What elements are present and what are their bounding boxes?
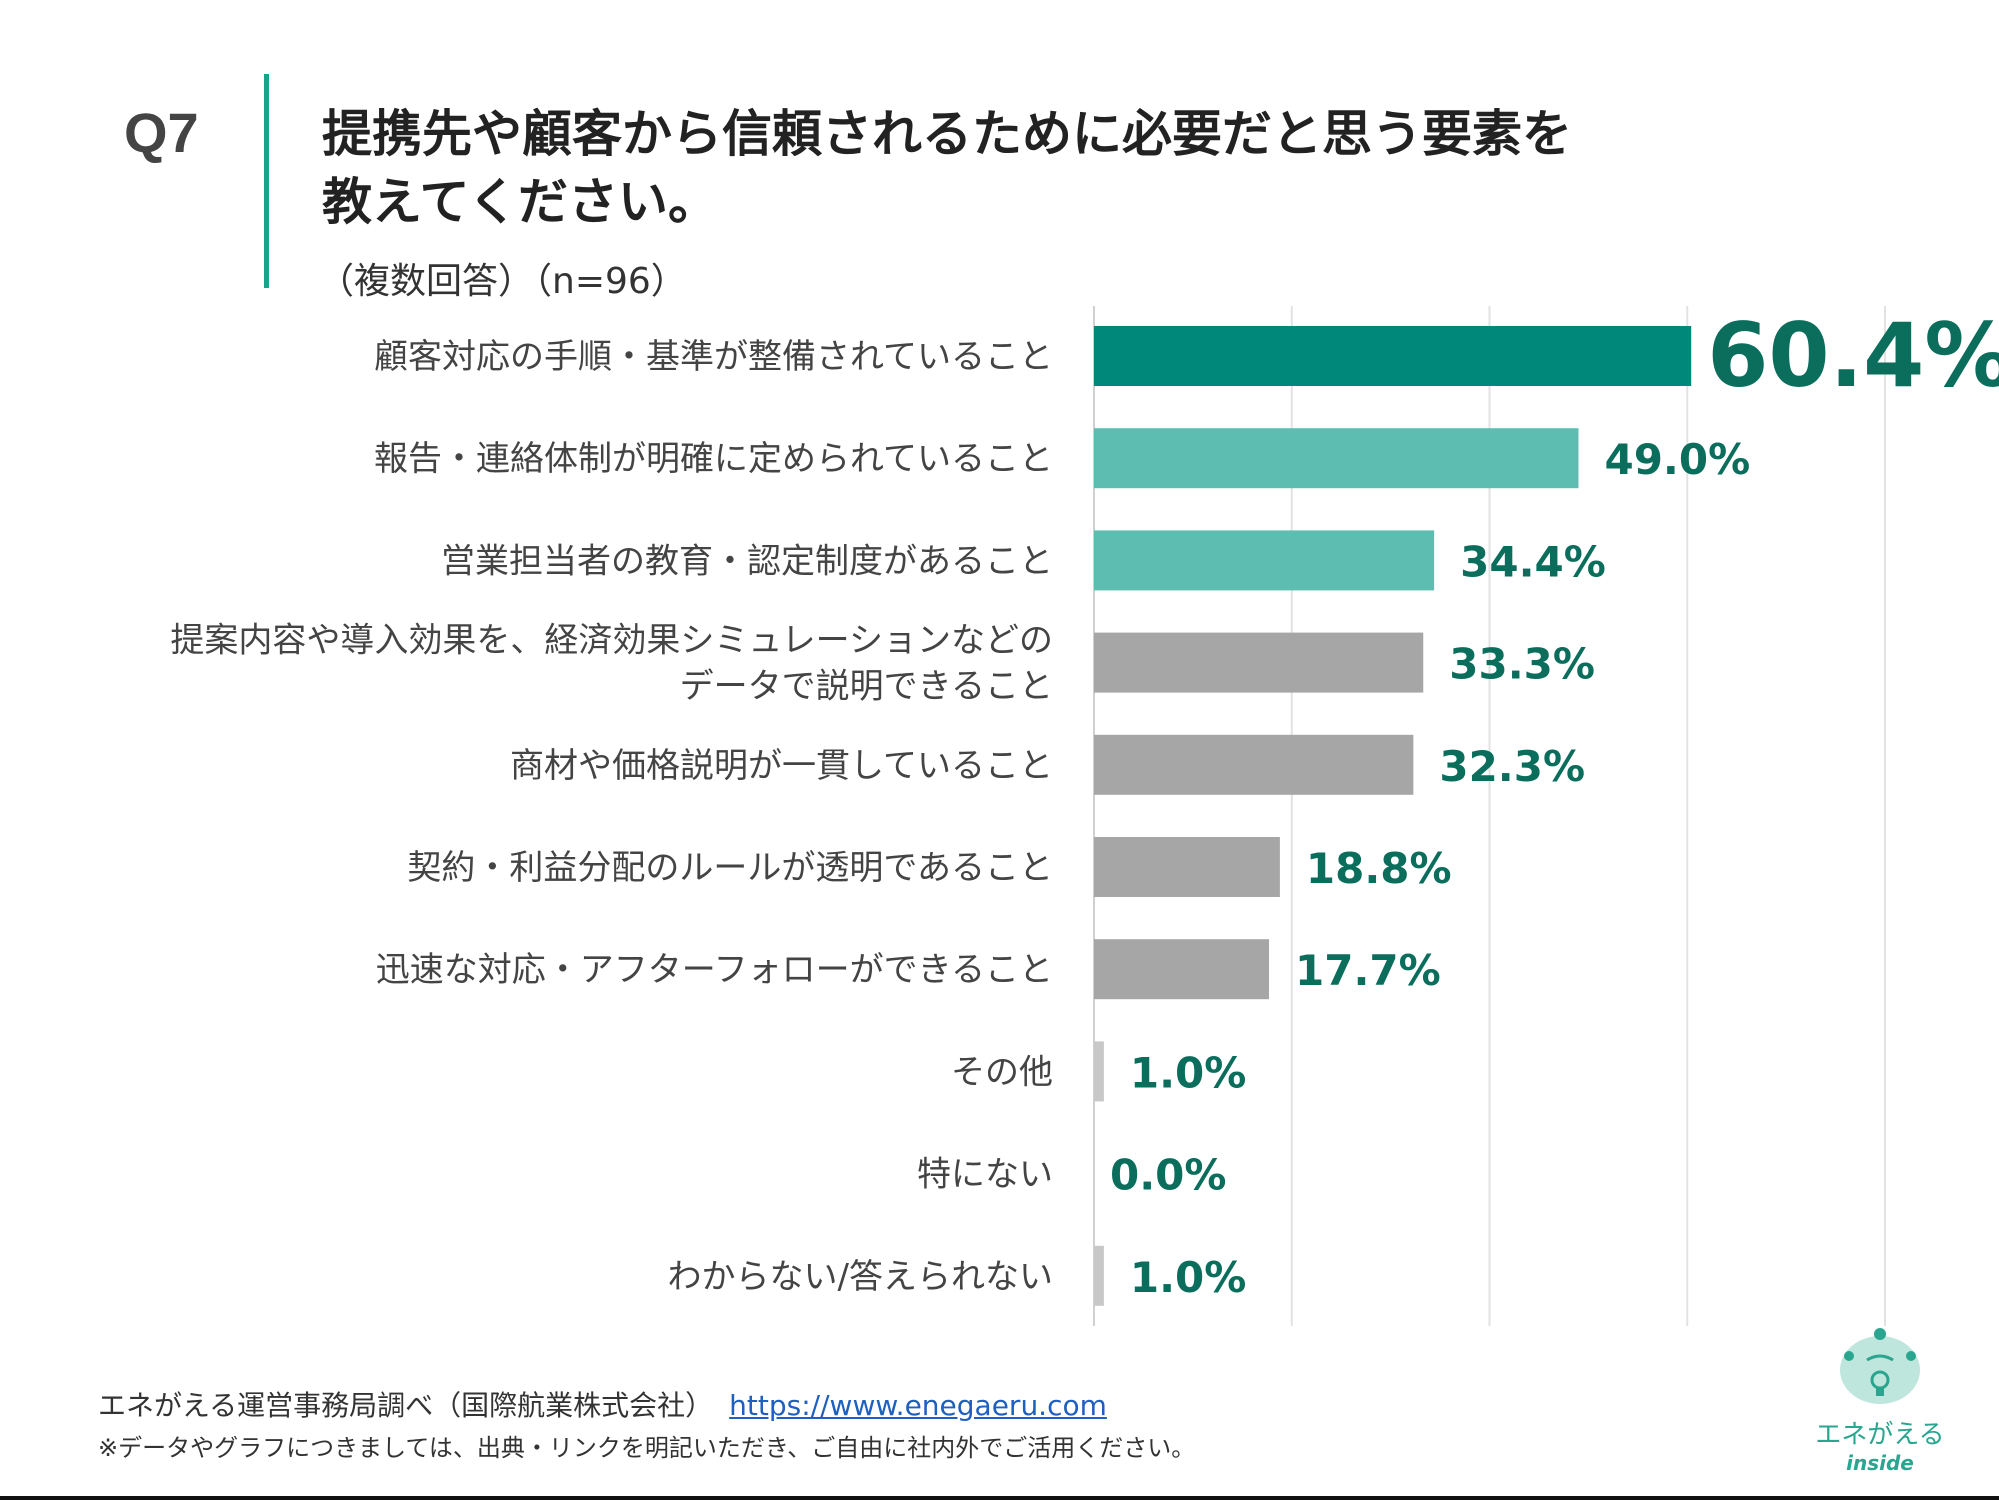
data-label: 33.3% [1449,640,1595,689]
data-label: 0.0% [1110,1151,1226,1200]
source-text: エネがえる運営事務局調べ（国際航業株式会社） [98,1389,714,1422]
bar [1094,428,1579,489]
data-label: 60.4% [1707,304,1999,407]
data-label: 49.0% [1604,435,1750,484]
bar [1094,837,1280,897]
bar [1094,1245,1104,1306]
category-label: 商材や価格説明が一貫していること [510,746,1053,786]
category-label: 契約・利益分配のルールが透明であること [407,848,1053,888]
bar [1094,1041,1104,1102]
data-label: 1.0% [1130,1253,1246,1302]
bar [1094,326,1692,386]
bar [1094,734,1414,795]
chart-title: 提携先や顧客から信頼されるために必要だと思う要素を 教えてください。 [322,100,1722,236]
category-label: その他 [951,1052,1053,1092]
bar [1094,530,1435,591]
title-line-1: 提携先や顧客から信頼されるために必要だと思う要素を [322,105,1572,163]
category-label: 顧客対応の手順・基準が整備されていること [374,337,1053,377]
category-label: 特にない [917,1155,1053,1195]
enegaeru-logo: エネがえる inside [1810,1326,1950,1475]
chart-subtitle: （複数回答）（n=96） [318,261,687,302]
bottom-border [0,1496,1999,1500]
logo-subtext: inside [1846,1451,1914,1475]
title-line-2: 教えてください。 [322,173,718,231]
data-label: 18.8% [1306,844,1452,893]
logo-text: エネがえる [1815,1420,1945,1450]
frog-bulb-icon [1840,1328,1920,1404]
footer-source: エネがえる運営事務局調べ（国際航業株式会社） https://www.enegae… [98,1384,1107,1424]
title-accent-line [264,74,269,288]
category-label: 営業担当者の教育・認定制度があること [441,541,1053,581]
category-label: 報告・連絡体制が明確に定められていること [374,439,1053,479]
bar [1094,632,1424,693]
question-number: Q7 [124,101,199,164]
data-label: 1.0% [1130,1048,1246,1097]
footer-note: ※データやグラフにつきましては、出典・リンクを明記いただき、ご自由に社内外でご活… [98,1434,1196,1462]
category-label: わからない/答えられない [668,1257,1053,1297]
category-label: 提案内容や導入効果を、経済効果シミュレーションなどの [170,621,1053,661]
data-label: 34.4% [1460,537,1606,586]
bar [1094,939,1270,1000]
category-label: データで説明できること [680,667,1053,707]
category-label: 迅速な対応・アフターフォローができること [376,950,1053,990]
data-label: 17.7% [1295,946,1441,995]
data-label: 32.3% [1439,742,1585,791]
source-link[interactable]: https://www.enegaeru.com [729,1389,1107,1422]
